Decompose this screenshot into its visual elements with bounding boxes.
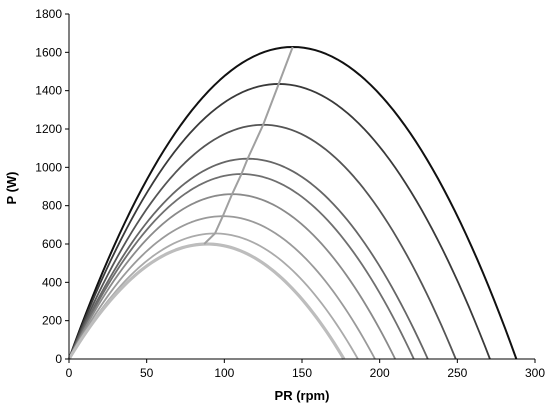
y-tick-label: 1200 — [35, 122, 62, 136]
x-tick-label: 150 — [292, 366, 312, 380]
y-axis-title: P (W) — [4, 172, 19, 205]
x-tick-label: 100 — [214, 366, 234, 380]
axes-layer: 0 50 100 150 200 250 300 0 200 400 600 800 1000 1200 1… — [35, 7, 545, 380]
power-curve-1 — [68, 45, 518, 360]
y-tick-label: 1000 — [35, 160, 62, 174]
y-tick-label: 600 — [42, 237, 62, 251]
power-curve-9 — [67, 242, 346, 360]
power-curve-4 — [68, 157, 429, 360]
x-axis-title: PR (rpm) — [275, 388, 330, 403]
x-tick-label: 250 — [447, 366, 467, 380]
power-curve-5 — [68, 173, 415, 360]
x-tick-label: 0 — [66, 366, 73, 380]
max-power-locus — [203, 46, 294, 245]
y-tick-label: 800 — [42, 199, 62, 213]
x-tick-label: 50 — [140, 366, 154, 380]
y-tick-label: 1600 — [35, 45, 62, 59]
x-tick-label: 200 — [370, 366, 390, 380]
y-tick-label: 400 — [42, 275, 62, 289]
power-curve-2 — [68, 83, 491, 360]
power-curve-8 — [68, 232, 359, 360]
y-tick-label: 200 — [42, 314, 62, 328]
curves-layer — [67, 45, 518, 360]
y-tick-label: 0 — [55, 352, 62, 366]
y-tick-label: 1400 — [35, 84, 62, 98]
x-tick-label: 300 — [525, 366, 545, 380]
y-tick-label: 1800 — [35, 7, 62, 21]
